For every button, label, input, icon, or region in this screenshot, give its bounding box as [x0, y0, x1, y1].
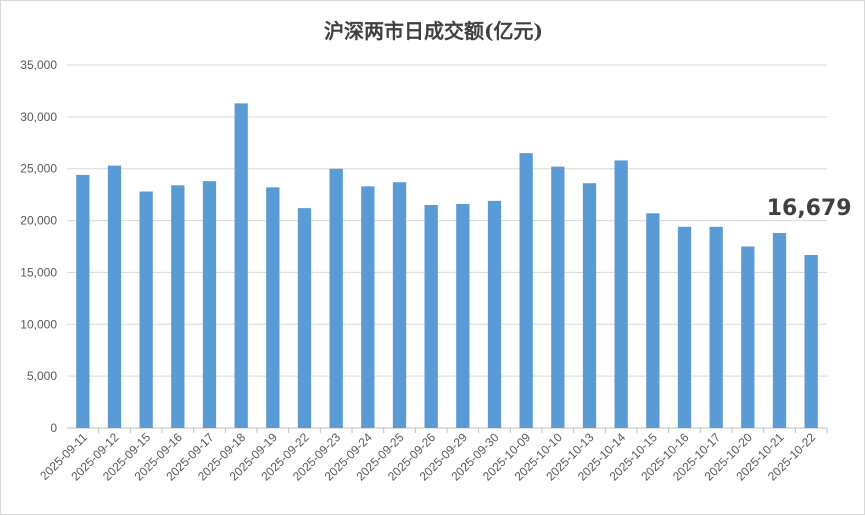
bar [234, 103, 248, 429]
bar [202, 181, 217, 428]
y-tick-label: 0 [50, 421, 57, 435]
bar [424, 205, 438, 428]
bar [361, 186, 375, 428]
bar [614, 160, 628, 428]
bar [76, 174, 90, 428]
bar [741, 246, 755, 428]
y-tick-label: 15,000 [20, 265, 57, 279]
bar [519, 153, 533, 428]
bar [677, 226, 692, 428]
bar [804, 255, 818, 428]
bar [392, 182, 407, 428]
bar [646, 213, 660, 428]
bar [266, 187, 280, 428]
bar [487, 200, 502, 428]
chart-title: 沪深两市日成交额(亿元) [324, 19, 543, 43]
y-tick-label: 20,000 [20, 214, 57, 228]
bar [772, 233, 787, 428]
bar [551, 166, 565, 428]
y-tick-label: 10,000 [20, 317, 57, 331]
bar [582, 183, 597, 428]
y-tick-label: 35,000 [20, 58, 57, 72]
bar [139, 191, 153, 428]
bar [297, 208, 312, 428]
bar [456, 203, 470, 428]
y-tick-label: 5,000 [27, 369, 57, 383]
bar [107, 165, 122, 429]
data-label-annotation: 16,679 [767, 196, 852, 221]
bar [329, 168, 343, 428]
y-tick-label: 25,000 [20, 162, 57, 176]
bar [171, 185, 185, 428]
y-tick-label: 30,000 [20, 110, 57, 124]
bar [709, 226, 723, 428]
